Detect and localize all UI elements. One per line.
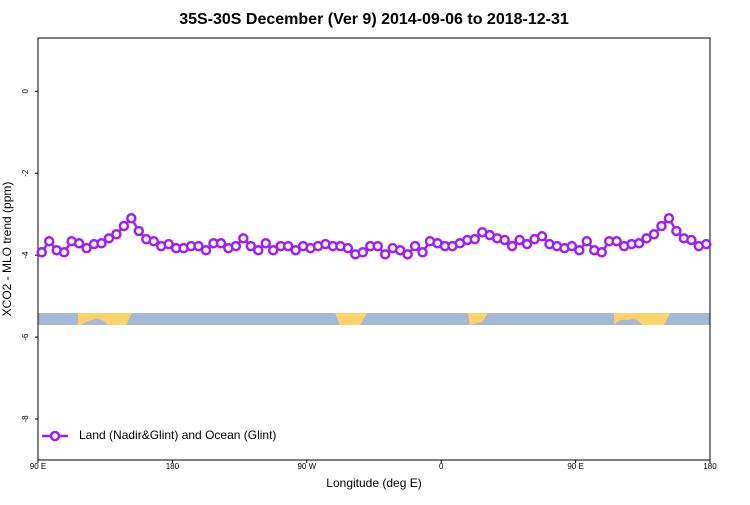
point [43, 235, 55, 247]
point [230, 240, 242, 252]
point [193, 240, 204, 252]
point [611, 235, 622, 247]
point [163, 238, 174, 250]
point [506, 240, 518, 252]
point [499, 234, 510, 246]
point [58, 247, 70, 258]
point [118, 220, 130, 232]
point [260, 238, 271, 249]
x-tick-label: 90 E [567, 462, 583, 471]
point [372, 240, 383, 252]
point [648, 229, 660, 240]
point [633, 238, 645, 249]
point [417, 247, 428, 258]
point [103, 233, 115, 244]
x-tick-label: 90 W [297, 462, 316, 471]
y-tick-label: -6 [21, 333, 30, 341]
point [536, 231, 548, 242]
chart-title: 35S-30S December (Ver 9) 2014-09-06 to 2… [179, 11, 569, 28]
point [357, 247, 369, 258]
point [641, 233, 652, 244]
y-tick-label: -8 [21, 415, 30, 423]
point [409, 240, 421, 252]
legend-label: Land (Nadir&Glint) and Ocean (Glint) [79, 428, 276, 442]
point [402, 249, 413, 260]
x-tick-label: 90 E [30, 462, 46, 471]
point [133, 225, 145, 237]
point [290, 244, 301, 256]
land-ocean-band [38, 313, 710, 325]
legend-marker [49, 430, 61, 442]
point [267, 244, 279, 256]
point [96, 238, 107, 249]
point [148, 235, 159, 247]
point [469, 233, 481, 245]
ocean-band [38, 313, 710, 325]
point [282, 240, 294, 252]
point [36, 247, 47, 258]
point [245, 240, 257, 252]
point [215, 238, 227, 249]
y-tick-label: -4 [21, 251, 30, 259]
point [521, 238, 533, 250]
y-tick-label: -2 [21, 169, 30, 177]
land-patch [335, 313, 367, 325]
y-axis-label: XCO2 - MLO trend (ppm) [0, 182, 14, 317]
point [73, 238, 85, 249]
x-tick-label: 180 [166, 462, 180, 471]
point [253, 244, 264, 256]
point [596, 247, 607, 258]
land-patch [78, 313, 132, 325]
land-patch [468, 313, 488, 325]
point [663, 213, 675, 224]
point [574, 244, 585, 256]
x-axis-label: Longitude (deg E) [326, 476, 421, 490]
point [379, 249, 391, 260]
point [686, 234, 697, 246]
x-tick-label: 0 [439, 462, 444, 471]
point [81, 242, 92, 254]
point [200, 244, 212, 256]
point [566, 240, 578, 252]
point [394, 244, 406, 256]
x-tick-label: 180 [703, 462, 717, 471]
point [656, 220, 667, 232]
y-tick-label: 0 [21, 88, 30, 93]
point [701, 238, 712, 250]
point [514, 234, 525, 246]
point [126, 213, 137, 224]
point [342, 242, 354, 254]
point [111, 229, 122, 240]
point [671, 225, 682, 237]
point [238, 233, 249, 244]
land-patch [614, 313, 670, 325]
point [581, 235, 593, 247]
